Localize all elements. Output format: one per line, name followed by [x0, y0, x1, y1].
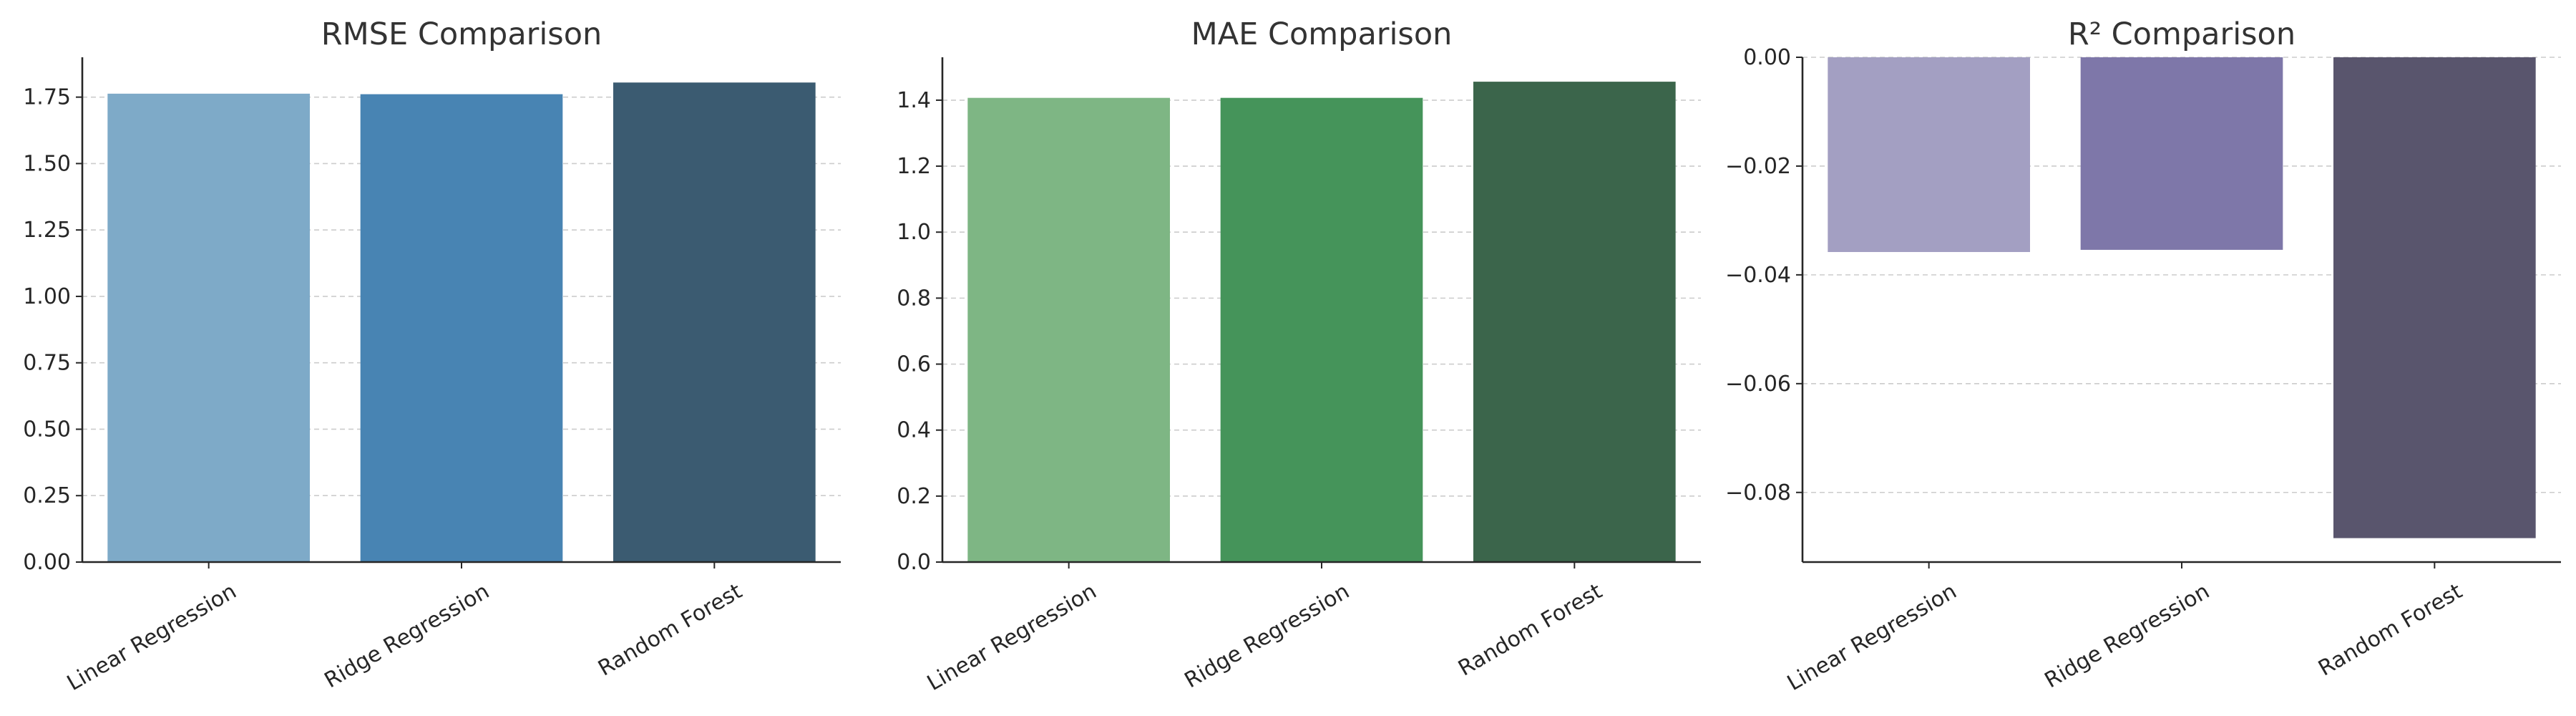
y-tick-label: 0.50 — [23, 417, 71, 442]
bar-random-forest — [613, 82, 816, 562]
y-tick-label: 0.2 — [897, 484, 931, 509]
y-tick-label: −0.08 — [1725, 480, 1791, 505]
bar-random-forest — [1473, 82, 1676, 563]
bar-ridge-regression — [360, 94, 563, 563]
y-tick-label: 1.0 — [897, 220, 931, 245]
y-tick-label: 1.25 — [23, 218, 71, 243]
y-tick-label: 0.75 — [23, 351, 71, 376]
chart-panel-2: 0.0 0.2 0.4 0.6 0.8 1.0 1.2 1.4 Linear Regressio… — [897, 16, 1701, 696]
y-tick-label: 1.75 — [23, 85, 71, 110]
x-tick-label: Linear Regression — [63, 579, 241, 696]
y-tick-label: 0.8 — [897, 286, 931, 311]
y-tick-label: 1.4 — [897, 88, 931, 113]
bar-ridge-regression — [2080, 57, 2283, 250]
chart-title: R² Comparison — [2068, 16, 2296, 52]
x-tick-label: Random Forest — [1454, 579, 1606, 681]
y-tick-label: 0.00 — [1743, 45, 1791, 70]
x-tick-label: Linear Regression — [1783, 579, 1961, 696]
chart-title: MAE Comparison — [1191, 16, 1453, 52]
chart-panel-3: 0.00 −0.02 −0.04 −0.06 −0.08 Linear Regressio… — [1725, 16, 2561, 696]
y-tick-label: 0.0 — [897, 550, 931, 575]
bar-linear-regression — [107, 93, 311, 562]
x-tick-label: Random Forest — [594, 579, 746, 681]
y-tick-label: −0.02 — [1725, 154, 1791, 179]
y-tick-label: −0.06 — [1725, 372, 1791, 397]
bar-linear-regression — [967, 97, 1170, 563]
x-tick-label: Ridge Regression — [321, 579, 494, 693]
y-tick-label: 0.4 — [897, 418, 931, 443]
y-tick-label: 0.6 — [897, 352, 931, 377]
y-tick-label: −0.04 — [1725, 263, 1791, 288]
y-tick-label: 1.50 — [23, 151, 71, 176]
bar-linear-regression — [1828, 57, 2030, 252]
y-tick-label: 0.25 — [23, 483, 71, 508]
chart-panel-1: 0.00 0.25 0.50 0.75 1.00 1.25 1.50 1.75 Linear R… — [23, 16, 841, 696]
y-tick-label: 0.00 — [23, 550, 71, 575]
x-tick-label: Random Forest — [2314, 579, 2467, 681]
x-tick-label: Ridge Regression — [1181, 579, 1354, 693]
x-tick-label: Ridge Regression — [2041, 579, 2214, 693]
bar-random-forest — [2333, 57, 2536, 538]
y-tick-label: 1.00 — [23, 284, 71, 309]
x-tick-label: Linear Regression — [923, 579, 1101, 696]
chart-title: RMSE Comparison — [321, 16, 602, 52]
y-tick-label: 1.2 — [897, 154, 931, 179]
bar-ridge-regression — [1220, 97, 1423, 563]
